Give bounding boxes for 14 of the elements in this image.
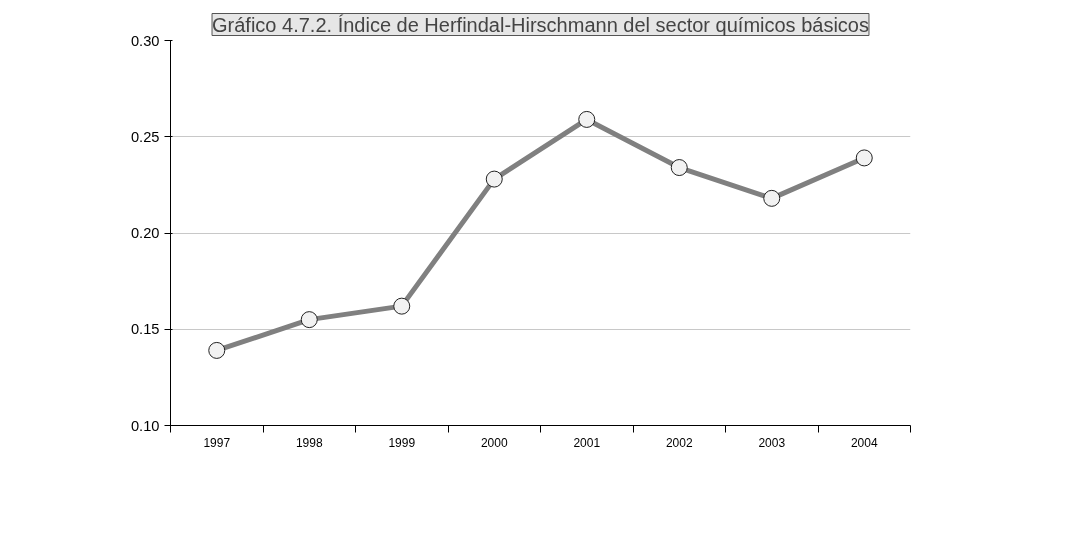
y-tick-label: 0.15 [130, 321, 160, 338]
x-tick-label: 2001 [573, 435, 601, 450]
chart-title: Gráfico 4.7.2. Índice de Herfindal-Hirschmann del sector químicos básicos [212, 13, 869, 36]
x-tick-label: 1997 [203, 435, 231, 450]
x-tick-label: 2002 [665, 435, 693, 450]
x-tick-label: 2003 [758, 435, 786, 450]
x-tick-label: 1999 [388, 435, 416, 450]
y-tick-label: 0.30 [130, 32, 160, 49]
x-tick-label: 2000 [480, 435, 508, 450]
y-tick-label: 0.10 [130, 417, 160, 434]
y-tick-label: 0.25 [130, 128, 160, 145]
y-tick-label: 0.20 [130, 225, 160, 241]
x-tick-label: 1998 [295, 435, 323, 450]
x-tick-label: 2004 [850, 435, 878, 450]
